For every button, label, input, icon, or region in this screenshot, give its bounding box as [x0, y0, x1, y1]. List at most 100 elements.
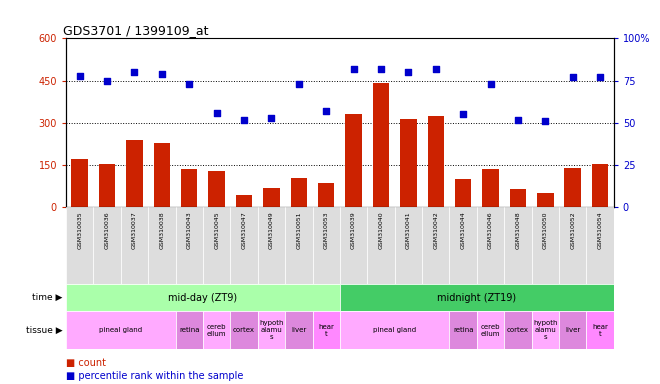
Bar	[66, 311, 176, 349]
Text: GSM310045: GSM310045	[214, 211, 219, 249]
Text: mid-day (ZT9): mid-day (ZT9)	[168, 293, 238, 303]
Text: GSM310042: GSM310042	[433, 211, 438, 249]
Bar	[504, 311, 532, 349]
Text: GDS3701 / 1399109_at: GDS3701 / 1399109_at	[63, 24, 209, 37]
Text: GSM310053: GSM310053	[323, 211, 329, 249]
Point	[403, 69, 414, 75]
Point	[321, 108, 331, 114]
Bar	[340, 311, 449, 349]
Bar	[537, 193, 554, 207]
Text: GSM310052: GSM310052	[570, 211, 576, 249]
Text: pineal gland: pineal gland	[373, 327, 416, 333]
Point	[540, 118, 550, 124]
Bar	[290, 178, 307, 207]
Bar	[230, 311, 257, 349]
Point	[430, 66, 441, 72]
Bar	[257, 207, 285, 284]
Text: GSM310036: GSM310036	[104, 211, 110, 249]
Text: ■ percentile rank within the sample: ■ percentile rank within the sample	[66, 371, 244, 381]
Bar	[285, 311, 313, 349]
Bar	[318, 184, 335, 207]
Bar	[230, 207, 257, 284]
Bar	[455, 179, 471, 207]
Text: GSM310051: GSM310051	[296, 211, 302, 249]
Text: cereb
ellum: cereb ellum	[207, 324, 226, 337]
Bar	[154, 142, 170, 207]
Point	[348, 66, 359, 72]
Bar	[257, 311, 285, 349]
Point	[239, 116, 249, 122]
Text: GSM310041: GSM310041	[406, 211, 411, 249]
Text: GSM310054: GSM310054	[597, 211, 603, 249]
Text: GSM310048: GSM310048	[515, 211, 521, 249]
Text: GSM310046: GSM310046	[488, 211, 493, 249]
Bar	[340, 284, 614, 311]
Text: hypoth
alamu
s: hypoth alamu s	[259, 320, 284, 340]
Text: hear
t: hear t	[592, 324, 608, 337]
Point	[211, 110, 222, 116]
Bar	[285, 207, 313, 284]
Bar	[126, 140, 143, 207]
Bar	[559, 207, 586, 284]
Bar	[181, 169, 197, 207]
Text: GSM310040: GSM310040	[378, 211, 383, 249]
Bar	[400, 119, 416, 207]
Text: retina: retina	[179, 327, 199, 333]
Bar	[428, 116, 444, 207]
Text: GSM310039: GSM310039	[351, 211, 356, 249]
Bar	[559, 311, 586, 349]
Bar	[422, 207, 449, 284]
Bar	[203, 311, 230, 349]
Text: GSM310047: GSM310047	[242, 211, 247, 249]
Point	[129, 69, 140, 75]
Text: cortex: cortex	[507, 327, 529, 333]
Text: liver: liver	[291, 327, 306, 333]
Point	[294, 81, 304, 87]
Text: GSM310037: GSM310037	[132, 211, 137, 249]
Text: hear
t: hear t	[318, 324, 334, 337]
Bar	[587, 207, 614, 284]
Bar	[373, 83, 389, 207]
Text: GSM310050: GSM310050	[543, 211, 548, 249]
Point	[75, 73, 85, 79]
Bar	[313, 207, 340, 284]
Text: GSM310044: GSM310044	[461, 211, 466, 249]
Bar	[449, 311, 477, 349]
Bar	[345, 114, 362, 207]
Bar	[66, 284, 340, 311]
Bar	[477, 311, 504, 349]
Point	[595, 74, 605, 80]
Bar	[94, 207, 121, 284]
Text: liver: liver	[565, 327, 580, 333]
Bar	[176, 311, 203, 349]
Bar	[510, 189, 526, 207]
Text: ■ count: ■ count	[66, 358, 106, 368]
Bar	[367, 207, 395, 284]
Bar	[176, 207, 203, 284]
Bar	[313, 311, 340, 349]
Text: time ▶: time ▶	[32, 293, 63, 302]
Bar	[99, 164, 116, 207]
Bar	[532, 207, 559, 284]
Text: pineal gland: pineal gland	[99, 327, 143, 333]
Point	[156, 71, 167, 77]
Bar	[71, 159, 88, 207]
Bar	[482, 169, 499, 207]
Bar	[121, 207, 148, 284]
Point	[102, 78, 112, 84]
Text: GSM310043: GSM310043	[187, 211, 192, 249]
Point	[376, 66, 386, 72]
Bar	[395, 207, 422, 284]
Point	[266, 115, 277, 121]
Bar	[209, 171, 225, 207]
Bar	[477, 207, 504, 284]
Bar	[504, 207, 532, 284]
Text: retina: retina	[453, 327, 473, 333]
Text: tissue ▶: tissue ▶	[26, 326, 63, 335]
Bar	[66, 207, 94, 284]
Point	[485, 81, 496, 87]
Bar	[532, 311, 559, 349]
Text: GSM310038: GSM310038	[159, 211, 164, 249]
Bar	[236, 195, 252, 207]
Text: hypoth
alamu
s: hypoth alamu s	[533, 320, 558, 340]
